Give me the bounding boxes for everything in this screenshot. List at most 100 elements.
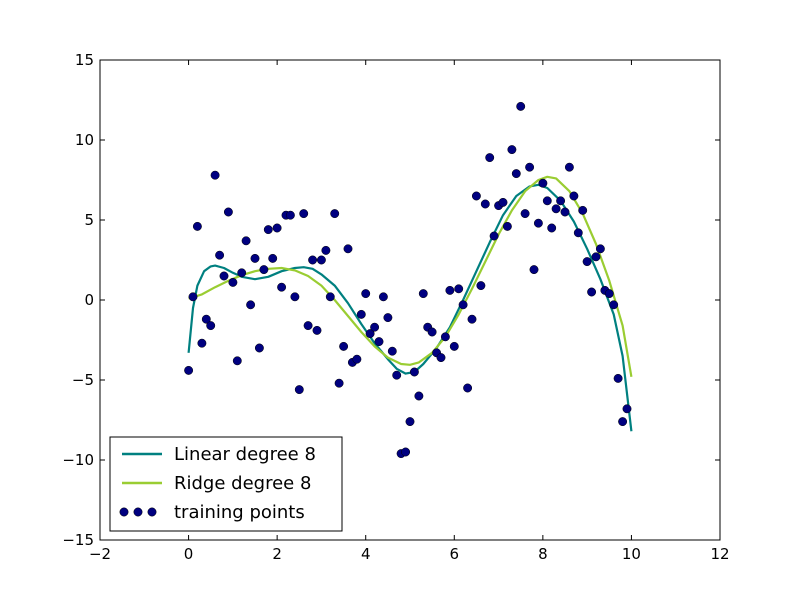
y-tick-label: 5 (84, 211, 94, 229)
data-point (197, 338, 207, 348)
plot-content (184, 101, 633, 459)
y-tick-label: 10 (75, 131, 94, 149)
data-point (591, 252, 601, 262)
data-point (374, 337, 384, 347)
data-point (184, 365, 194, 375)
data-point (507, 145, 517, 155)
data-point (343, 244, 353, 254)
data-point (303, 321, 313, 331)
data-point (299, 209, 309, 219)
data-point (436, 353, 446, 363)
legend-marker-training-points (119, 507, 129, 517)
data-point (613, 373, 623, 383)
data-point (272, 223, 282, 233)
data-point (210, 170, 220, 180)
data-point (321, 245, 331, 255)
data-point (383, 313, 393, 323)
data-point (409, 367, 419, 377)
data-point (414, 391, 424, 401)
data-point (471, 191, 481, 201)
data-point (485, 153, 495, 163)
data-point (312, 325, 322, 335)
data-point (378, 292, 388, 302)
data-point (525, 162, 535, 172)
data-point (223, 207, 233, 217)
data-point (405, 417, 415, 427)
data-point (316, 255, 326, 265)
data-point (511, 169, 521, 179)
data-point (188, 292, 198, 302)
data-point (250, 253, 260, 263)
data-point (201, 314, 211, 324)
data-point (463, 383, 473, 393)
data-point (529, 265, 539, 275)
data-point (480, 199, 490, 209)
data-point (339, 341, 349, 351)
legend-marker-training-points (133, 507, 143, 517)
data-point (325, 292, 335, 302)
legend-marker-training-points (147, 507, 157, 517)
data-point (569, 191, 579, 201)
series-points-training-points (184, 101, 632, 459)
data-point (573, 228, 583, 238)
data-point (290, 292, 300, 302)
data-point (454, 284, 464, 294)
x-tick-label: 8 (538, 545, 548, 563)
data-point (268, 253, 278, 263)
data-point (551, 204, 561, 214)
data-point (215, 250, 225, 260)
data-point (595, 244, 605, 254)
y-tick-label: −5 (72, 371, 94, 389)
data-point (547, 223, 557, 233)
data-point (237, 268, 247, 278)
axes: −2 0 2 4 6 8 10 12 −15 −10 −5 0 5 10 15 (62, 51, 729, 563)
data-point (587, 287, 597, 297)
data-point (604, 289, 614, 299)
data-point (334, 378, 344, 388)
data-point (458, 300, 468, 310)
series-line-linear-degree-8 (187, 183, 633, 432)
legend: Linear degree 8 Ridge degree 8 training po… (109, 436, 343, 532)
data-point (277, 282, 287, 292)
data-point (618, 417, 628, 427)
data-point (467, 314, 477, 324)
data-point (445, 285, 455, 295)
data-point (232, 356, 242, 366)
data-point (206, 321, 216, 331)
data-point (254, 343, 264, 353)
y-tick-label: 15 (75, 51, 94, 69)
y-tick-label: −15 (62, 531, 94, 549)
data-point (294, 385, 304, 395)
data-point (361, 289, 371, 299)
data-point (560, 207, 570, 217)
x-tick-label: 12 (710, 545, 729, 563)
legend-label-linear-degree-8: Linear degree 8 (174, 444, 316, 465)
data-point (427, 327, 437, 337)
data-point (241, 236, 251, 246)
data-point (330, 209, 340, 219)
x-tick-label: 10 (622, 545, 641, 563)
data-point (502, 221, 512, 231)
legend-label-training-points: training points (174, 502, 305, 523)
x-tick-label: 0 (184, 545, 194, 563)
data-point (401, 447, 411, 457)
data-point (578, 205, 588, 215)
data-point (476, 281, 486, 291)
data-point (246, 300, 256, 310)
data-point (449, 341, 459, 351)
data-point (392, 370, 402, 380)
data-point (564, 162, 574, 172)
x-tick-label: 6 (450, 545, 460, 563)
data-point (387, 346, 397, 356)
data-point (520, 209, 530, 219)
plot-area (184, 101, 633, 459)
data-point (538, 178, 548, 188)
legend-label-ridge-degree-8: Ridge degree 8 (174, 473, 311, 494)
data-point (609, 300, 619, 310)
y-tick-label: −10 (62, 451, 94, 469)
data-point (622, 404, 632, 414)
data-point (228, 277, 238, 287)
data-point (542, 196, 552, 206)
x-tick-label: 2 (272, 545, 282, 563)
